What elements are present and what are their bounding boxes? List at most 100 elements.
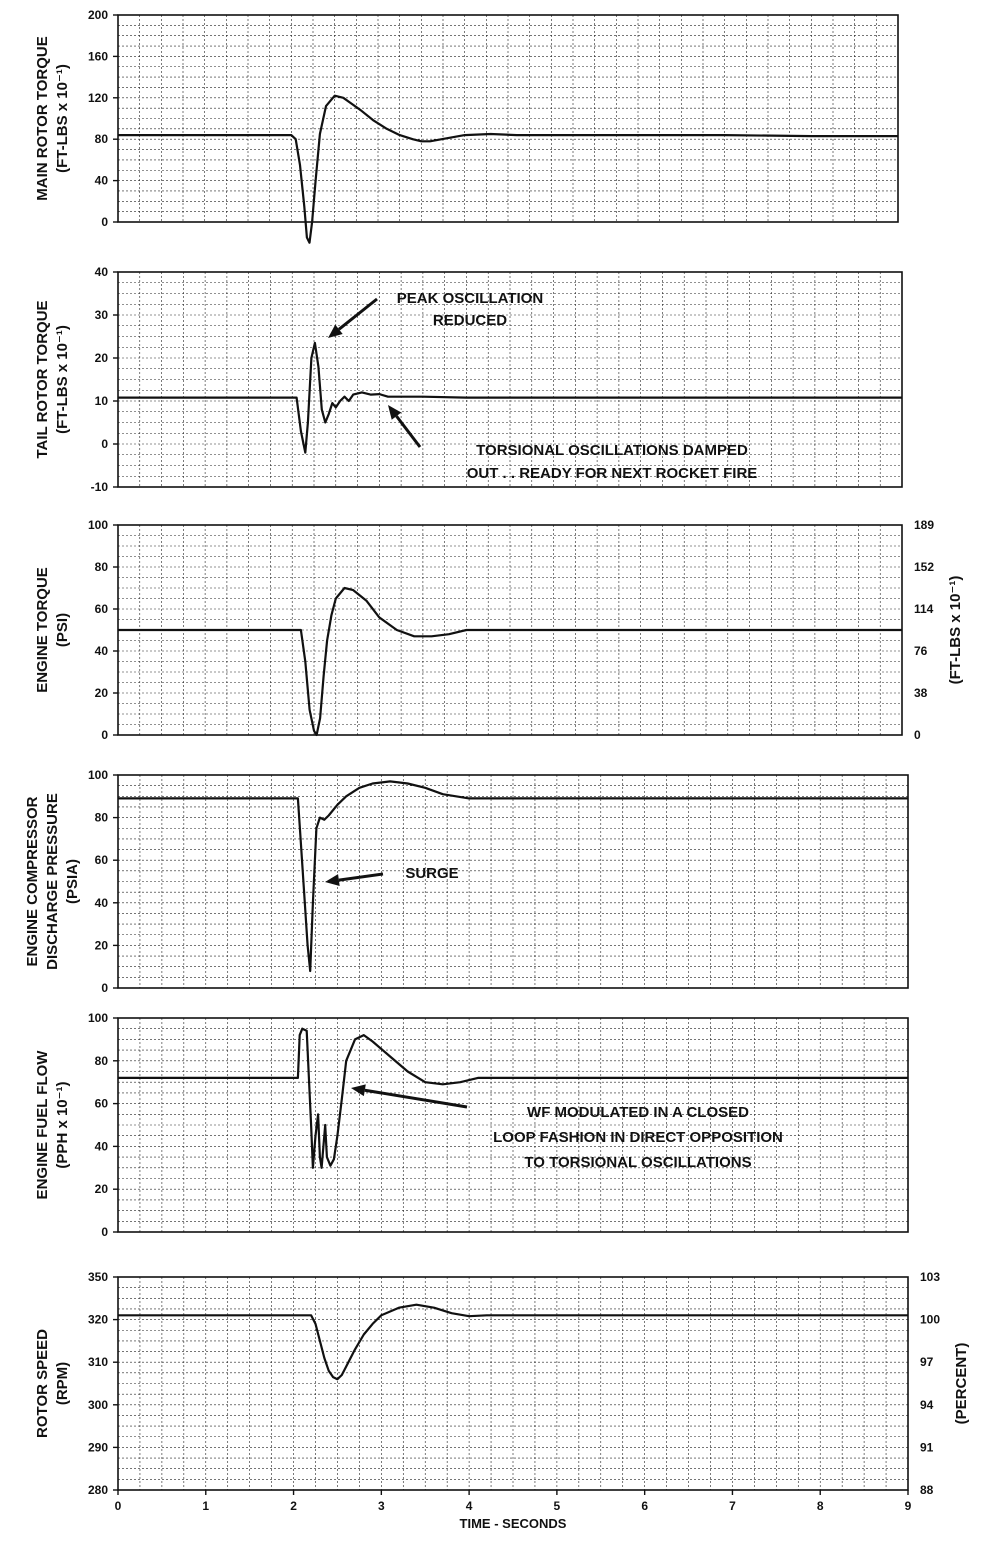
grid-lines xyxy=(118,15,898,222)
y-axis-label-line: ENGINE COMPRESSOR xyxy=(24,796,41,966)
x-tick-label: 6 xyxy=(641,1499,648,1513)
y-axis-label-line: MAIN ROTOR TORQUE xyxy=(34,36,51,200)
grid-lines xyxy=(118,1018,908,1232)
arrow-shaft xyxy=(338,297,378,331)
y-tick-label: 80 xyxy=(95,1054,109,1068)
y-axis-label-line: (PPH x 10⁻¹) xyxy=(54,1081,71,1168)
y-tick-label: 310 xyxy=(88,1355,108,1369)
grid-lines xyxy=(118,272,902,487)
y-tick-label: 10 xyxy=(95,394,109,408)
y-tick-label: 40 xyxy=(95,265,109,279)
plot-frame xyxy=(117,1276,909,1491)
series-line xyxy=(118,780,908,973)
y-axis-label-line: ROTOR SPEED xyxy=(34,1329,51,1438)
x-tick-label: 3 xyxy=(378,1499,385,1513)
y-tick-label: 20 xyxy=(95,1182,109,1196)
y-tick-label: 20 xyxy=(95,686,109,700)
annotation-torsional-damped: TORSIONAL OSCILLATIONS DAMPED xyxy=(476,442,748,459)
y-tick-label: 100 xyxy=(88,768,108,782)
y-axis-label-line: (PSIA) xyxy=(64,859,81,904)
right-y-tick-label: 38 xyxy=(914,686,928,700)
right-y-tick-label: 103 xyxy=(920,1270,940,1284)
chart-panel-4: 0 20 40 60 80 100 ENGINE COMPRESSOR DISCHARGE P… xyxy=(24,768,909,995)
right-y-tick-label: 94 xyxy=(920,1398,934,1412)
y-tick-label: 0 xyxy=(101,981,108,995)
y-tick-label: 60 xyxy=(95,1097,109,1111)
y-tick-label: 80 xyxy=(95,811,109,825)
y-tick-label: 0 xyxy=(101,437,108,451)
peak-oscillation-arrow xyxy=(328,297,378,338)
y-tick-label: 60 xyxy=(95,853,109,867)
y-tick-label: 280 xyxy=(88,1483,108,1497)
right-y-tick-label: 189 xyxy=(914,518,934,532)
y-tick-label: 0 xyxy=(101,215,108,229)
y-tick-label: 160 xyxy=(88,49,108,63)
series-line xyxy=(118,94,898,244)
y-tick-label: 40 xyxy=(95,644,109,658)
y-tick-label: 60 xyxy=(95,602,109,616)
chart-panel-1: 0 40 80 120 160 200 MAIN ROTOR TORQUE (FT-LBS x… xyxy=(34,8,899,244)
y-tick-label: 80 xyxy=(95,132,109,146)
y-tick-label: 300 xyxy=(88,1398,108,1412)
series-line xyxy=(118,586,902,737)
x-tick-label: 1 xyxy=(202,1499,209,1513)
grid-lines xyxy=(118,1277,908,1490)
y-axis-label-line: ENGINE FUEL FLOW xyxy=(34,1050,51,1200)
plot-frame xyxy=(117,14,899,223)
y-tick-label: 40 xyxy=(95,174,109,188)
annotation-torsional-damped: OUT . . READY FOR NEXT ROCKET FIRE xyxy=(467,465,758,482)
y-tick-label: 200 xyxy=(88,8,108,22)
torsional-damped-arrow xyxy=(388,405,422,448)
y-tick-label: 30 xyxy=(95,308,109,322)
right-y-tick-label: 114 xyxy=(914,602,934,616)
y-tick-label: 100 xyxy=(88,518,108,532)
y-axis-label-line: DISCHARGE PRESSURE xyxy=(44,793,61,970)
arrow-shaft xyxy=(395,415,422,448)
right-axis-label: (FT-LBS x 10⁻¹) xyxy=(947,576,964,685)
right-y-tick-label: 100 xyxy=(920,1313,940,1327)
x-tick-label: 5 xyxy=(554,1499,561,1513)
y-tick-label: 100 xyxy=(88,1011,108,1025)
series-line xyxy=(118,341,902,454)
series-line xyxy=(118,1027,908,1169)
chart-panel-3: 0 20 40 60 80 100 0 38 76 114 152 189 (FT-LBS x 10⁻¹… xyxy=(34,518,964,742)
chart-panel-6: 28029030031032035088919497100103(PERCENT… xyxy=(34,1270,970,1531)
arrow-head xyxy=(325,874,340,887)
right-y-tick-label: 76 xyxy=(914,644,928,658)
y-axis-label-line: TAIL ROTOR TORQUE xyxy=(34,300,51,458)
right-y-tick-label: 91 xyxy=(920,1440,934,1454)
x-tick-label: 2 xyxy=(290,1499,297,1513)
y-tick-label: 20 xyxy=(95,938,109,952)
annotation-wf-modulated: LOOP FASHION IN DIRECT OPPOSITION xyxy=(493,1129,783,1146)
annotation-wf-modulated: WF MODULATED IN A CLOSED xyxy=(527,1104,749,1121)
x-axis-label: TIME - SECONDS xyxy=(460,1516,567,1531)
right-y-tick-label: 152 xyxy=(914,560,934,574)
y-tick-label: 0 xyxy=(101,1225,108,1239)
y-axis-label-line: (FT-LBS x 10⁻¹) xyxy=(54,64,71,173)
y-tick-label: 20 xyxy=(95,351,109,365)
x-tick-label: 0 xyxy=(115,1499,122,1513)
y-axis-label-line: (FT-LBS x 10⁻¹) xyxy=(54,325,71,434)
y-tick-label: 320 xyxy=(88,1313,108,1327)
y-axis-label-line: (PSI) xyxy=(54,613,71,647)
annotation-wf-modulated: TO TORSIONAL OSCILLATIONS xyxy=(524,1154,751,1171)
arrow-head xyxy=(388,405,402,420)
x-tick-label: 4 xyxy=(466,1499,473,1513)
y-tick-label: 40 xyxy=(95,896,109,910)
y-tick-label: 350 xyxy=(88,1270,108,1284)
y-tick-label: 290 xyxy=(88,1440,108,1454)
y-tick-label: 80 xyxy=(95,560,109,574)
x-tick-label: 7 xyxy=(729,1499,736,1513)
y-tick-label: 120 xyxy=(88,91,108,105)
right-y-tick-label: 97 xyxy=(920,1355,934,1369)
arrow-head xyxy=(328,324,343,338)
y-axis-label-line: ENGINE TORQUE xyxy=(34,567,51,693)
right-y-tick-label: 88 xyxy=(920,1483,934,1497)
x-tick-label: 8 xyxy=(817,1499,824,1513)
y-axis-label-line: (RPM) xyxy=(54,1362,71,1405)
annotation-peak-oscillation: PEAK OSCILLATION xyxy=(397,290,543,307)
grid-lines xyxy=(118,775,908,988)
chart-panel-2: -10 0 10 20 30 40 TAIL ROTOR TORQUE (FT-LBS x 1… xyxy=(34,265,903,494)
x-tick-label: 9 xyxy=(905,1499,912,1513)
